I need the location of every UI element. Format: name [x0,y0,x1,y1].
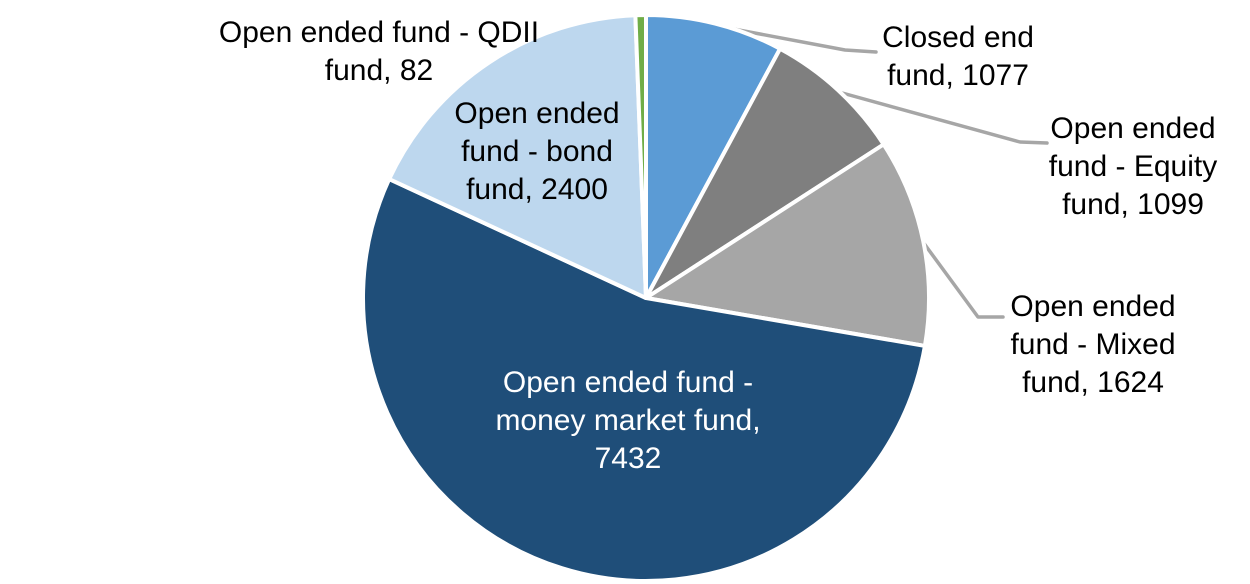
data-label-line: Open ended fund - [502,366,754,399]
data-label-mixed-fund: Open ended fund - Mixed fund, 1624 [1010,288,1175,402]
data-label-line: fund, 1077 [887,59,1029,92]
data-label-line: fund - bond [461,135,613,168]
pie-slice-closed-end-fund [644,13,783,300]
data-label-line: fund - Equity [1048,150,1218,183]
data-label-line: fund - Mixed [1010,328,1176,361]
data-label-line: Open ended fund - QDII [218,16,540,49]
leader-line-closed-end-fund [710,23,878,54]
data-label-line: fund, 2400 [466,173,608,206]
data-label-line: Closed end [882,21,1034,54]
data-label-line: money market fund, [495,404,761,437]
data-label-line: fund, 1624 [1022,366,1164,399]
pie-slice-open-ended-fund-bond-fund [387,13,648,300]
pie-slice-open-ended-fund-qdii-fund [633,13,648,300]
data-label-line: Open ended [1050,112,1216,145]
data-label-closed-end-fund: Closed end fund, 1077 [882,19,1034,95]
data-label-qdii-fund: Open ended fund - QDII fund, 82 [219,14,539,90]
pie-slice-open-ended-fund-mixed-fund [644,142,931,348]
leader-line-equity-fund [833,89,1049,145]
data-label-line: fund, 82 [324,54,434,87]
data-label-line: Open ended [454,97,620,130]
leader-line-mixed-fund [918,236,1005,319]
data-label-line: 7432 [594,442,662,475]
data-label-bond-fund: Open ended fund - bond fund, 2400 [454,95,619,209]
pie-slice-open-ended-fund-equity-fund [644,46,886,300]
data-label-equity-fund: Open ended fund - Equity fund, 1099 [1049,110,1217,224]
pie-slice-open-ended-fund-money-market-fund [361,177,927,583]
data-label-money-market-fund: Open ended fund - money market fund, 743… [495,364,760,478]
data-label-line: fund, 1099 [1062,188,1204,221]
data-label-line: Open ended [1010,290,1176,323]
